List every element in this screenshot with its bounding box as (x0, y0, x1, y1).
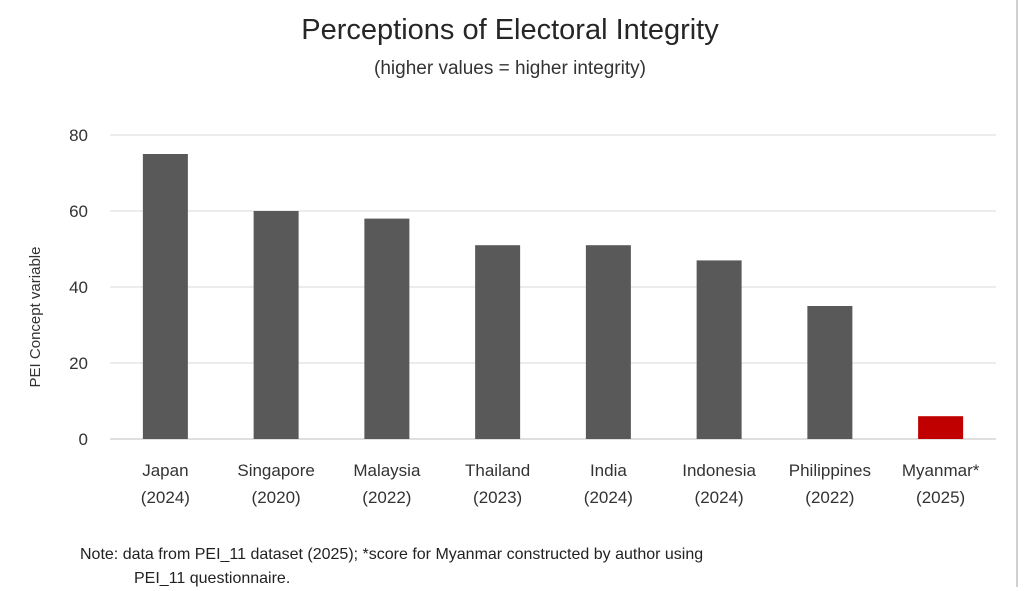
bar-0 (142, 154, 188, 439)
chart-subtitle: (higher values = higher integrity) (374, 58, 646, 79)
bar-3 (475, 245, 521, 439)
bar-4 (585, 245, 631, 439)
bar-6 (807, 306, 853, 439)
y-tick-label-60: 60 (69, 202, 88, 221)
note-line-1: Note: data from PEI_11 dataset (2025); *… (80, 546, 704, 563)
x-tick-label-4-line-2: (2024) (584, 488, 633, 507)
x-tick-label-0-line-1: Japan (142, 461, 188, 480)
x-tick-label-5-line-1: Indonesia (682, 461, 756, 480)
y-axis-label: PEI Concept variable (27, 247, 44, 388)
x-tick-label-3-line-1: Thailand (465, 461, 530, 480)
x-tick-label-3-line-2: (2023) (473, 488, 522, 507)
bar-1 (253, 211, 299, 439)
x-tick-label-6-line-2: (2022) (805, 488, 854, 507)
x-tick-label-7-line-2: (2025) (916, 488, 965, 507)
x-tick-label-0-line-2: (2024) (141, 488, 190, 507)
x-tick-label-2-line-1: Malaysia (353, 461, 421, 480)
x-tick-label-7-line-1: Myanmar* (902, 461, 980, 480)
y-tick-label-20: 20 (69, 354, 88, 373)
bar-2 (364, 218, 410, 439)
x-tick-label-1-line-2: (2020) (252, 488, 301, 507)
chart-title: Perceptions of Electoral Integrity (301, 14, 719, 46)
bar-5 (696, 260, 742, 439)
note-line-2: PEI_11 questionnaire. (134, 570, 291, 587)
y-tick-label-80: 80 (69, 126, 88, 145)
bar-chart: 0 20 40 60 80 PEI Concept variable Japan (2024)… (27, 126, 996, 507)
x-tick-label-5-line-2: (2024) (695, 488, 744, 507)
x-tick-label-4-line-1: India (590, 461, 627, 480)
x-tick-label-2-line-2: (2022) (362, 488, 411, 507)
bar-7 (918, 416, 964, 439)
y-tick-label-40: 40 (69, 278, 88, 297)
x-tick-label-6-line-1: Philippines (789, 461, 871, 480)
y-tick-label-0: 0 (79, 430, 88, 449)
x-tick-label-1-line-1: Singapore (237, 461, 315, 480)
chart-note: Note: data from PEI_11 dataset (2025); *… (80, 543, 980, 591)
